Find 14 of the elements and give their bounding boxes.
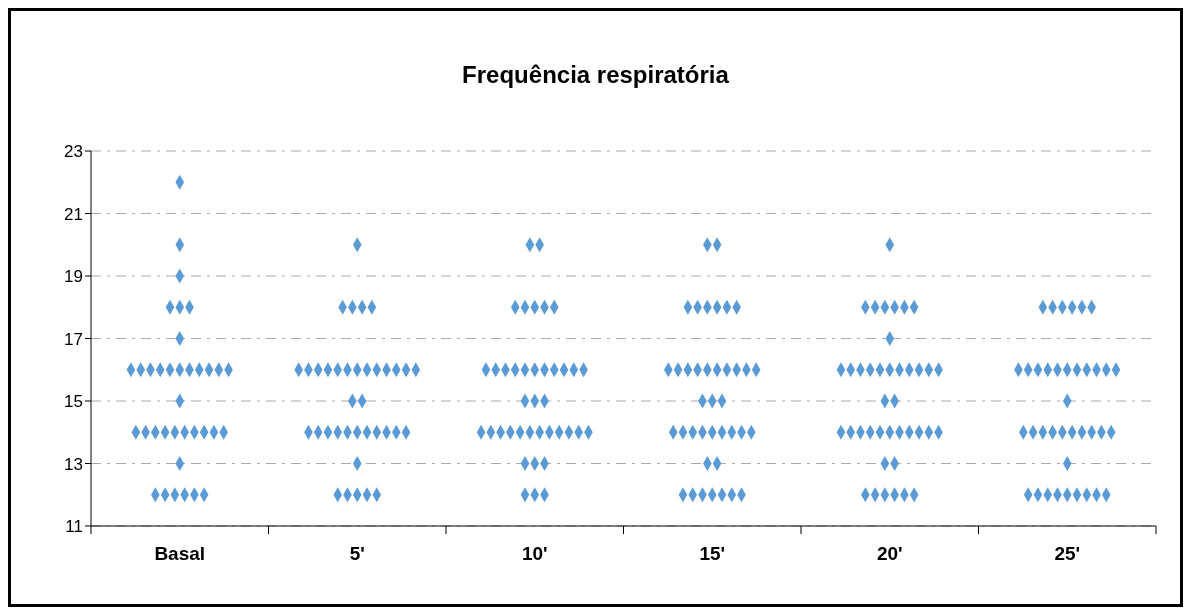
y-tick-label: 13	[64, 454, 83, 474]
x-tick-label: 10'	[521, 543, 548, 564]
x-tick-label: 15'	[699, 543, 726, 564]
x-tick-label: 5'	[349, 543, 365, 564]
y-tick-label: 19	[64, 267, 83, 287]
x-tick-label: Basal	[154, 543, 206, 564]
y-tick-label: 21	[64, 204, 83, 224]
x-tick-label: 25'	[1054, 543, 1081, 564]
y-tick-label: 15	[64, 392, 83, 412]
y-tick-label: 11	[65, 517, 83, 537]
y-tick-label: 17	[64, 329, 83, 349]
chart-title: Frequência respiratória	[461, 61, 730, 89]
x-tick-label: 20'	[876, 543, 903, 564]
y-tick-label: 23	[64, 142, 83, 162]
